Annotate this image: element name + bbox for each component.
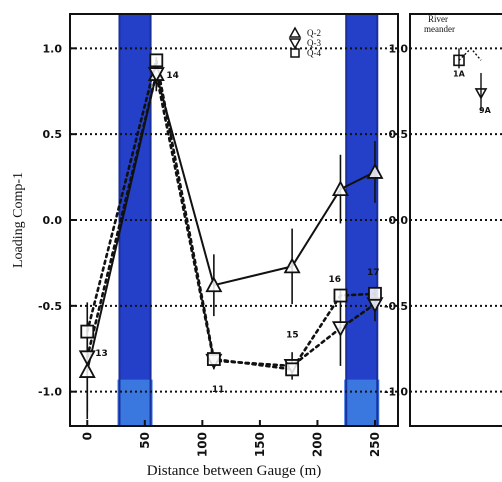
marker-q-2-5 [331, 180, 349, 197]
x-tick-label-6: 250 [368, 432, 382, 457]
marker-q-4-3 [206, 352, 221, 366]
marker-q-2-3 [205, 276, 223, 293]
x-tick-label-2: 50 [138, 432, 152, 449]
data-markers [78, 53, 384, 378]
right-panel-y-ticks: 1.0 0.5 0.0 -0.5 -1.0 [384, 42, 408, 398]
point-label-14: 14 [166, 71, 179, 81]
marker-q-4-4 [285, 362, 300, 377]
legend: Q-2Q-3Q-4 [288, 26, 321, 58]
marker-q-2-6 [366, 163, 384, 179]
marker-q-3-1 [78, 350, 96, 367]
legend-label-q-3: Q-3 [307, 38, 321, 48]
point-label-11: 11 [212, 385, 225, 395]
point-label-13: 13 [95, 349, 108, 359]
right-panel-y-tick-label-3: 0.0 [389, 214, 409, 227]
marker-q-2-1 [78, 362, 96, 378]
legend-marker-q-4 [290, 48, 300, 58]
y-tick-label-3: 0.0 [43, 214, 63, 227]
point-label-16: 16 [328, 275, 341, 285]
y-tick-label-2: 0.5 [43, 128, 63, 141]
right-panel-y-tick-label-5: -1.0 [384, 386, 408, 399]
x-tick-label-3: 100 [195, 432, 209, 457]
legend-label-q-4: Q-4 [307, 48, 321, 58]
right-panel-label-1a: 1A [453, 69, 466, 78]
legend-label-q-2: Q-2 [307, 28, 321, 38]
point-label-17: 17 [367, 268, 380, 278]
legend-marker-q-2 [288, 26, 302, 38]
marker-q-4-2 [149, 53, 164, 68]
x-axis-ticks: 0 50 100 150 200 250 [80, 420, 382, 457]
x-tick-label-4: 150 [253, 432, 267, 457]
shaded-band-foot-1 [117, 379, 153, 426]
y-axis-label: Loading Comp-1 [11, 172, 26, 268]
marker-q-4-6 [368, 286, 382, 301]
point-labels: 13 14 11 15 16 17 [95, 71, 379, 395]
marker-q-4-1 [80, 324, 95, 339]
river-meander-annotation-line-1: River [428, 14, 448, 24]
x-axis-label: Distance between Gauge (m) [147, 463, 322, 479]
right-panel: 1.0 0.5 0.0 -0.5 -1.0 1A 9A River meander [384, 13, 502, 427]
right-panel-connector [458, 47, 482, 61]
right-panel-points: 1A 9A [453, 47, 492, 115]
point-label-15: 15 [286, 331, 299, 341]
right-panel-y-tick-label-2: 0.5 [389, 128, 409, 141]
legend-marker-q-3 [288, 38, 302, 50]
right-panel-label-9a: 9A [479, 106, 492, 115]
right-panel-y-tick-label-4: -0.5 [384, 300, 408, 313]
right-panel-y-tick-label-1: 1.0 [389, 42, 409, 55]
marker-q-3-2 [147, 67, 165, 83]
river-meander-annotation-line-2: meander [424, 24, 455, 34]
y-axis-ticks: 1.0 0.5 0.0 -0.5 -1.0 [38, 42, 76, 399]
x-tick-label-5: 200 [310, 432, 324, 457]
right-panel-gridlines [410, 47, 502, 393]
y-tick-label-5: -1.0 [38, 386, 62, 399]
y-tick-label-1: 1.0 [43, 42, 63, 55]
marker-q-3-5 [331, 321, 349, 338]
marker-q-2-4 [283, 257, 301, 274]
x-tick-label-1: 0 [80, 432, 94, 440]
marker-q-4-5 [333, 288, 348, 303]
shaded-band-foot-2 [344, 379, 380, 426]
y-tick-label-4: -0.5 [38, 300, 62, 313]
